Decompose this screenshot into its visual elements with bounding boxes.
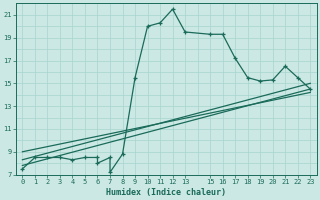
X-axis label: Humidex (Indice chaleur): Humidex (Indice chaleur) (106, 188, 226, 197)
